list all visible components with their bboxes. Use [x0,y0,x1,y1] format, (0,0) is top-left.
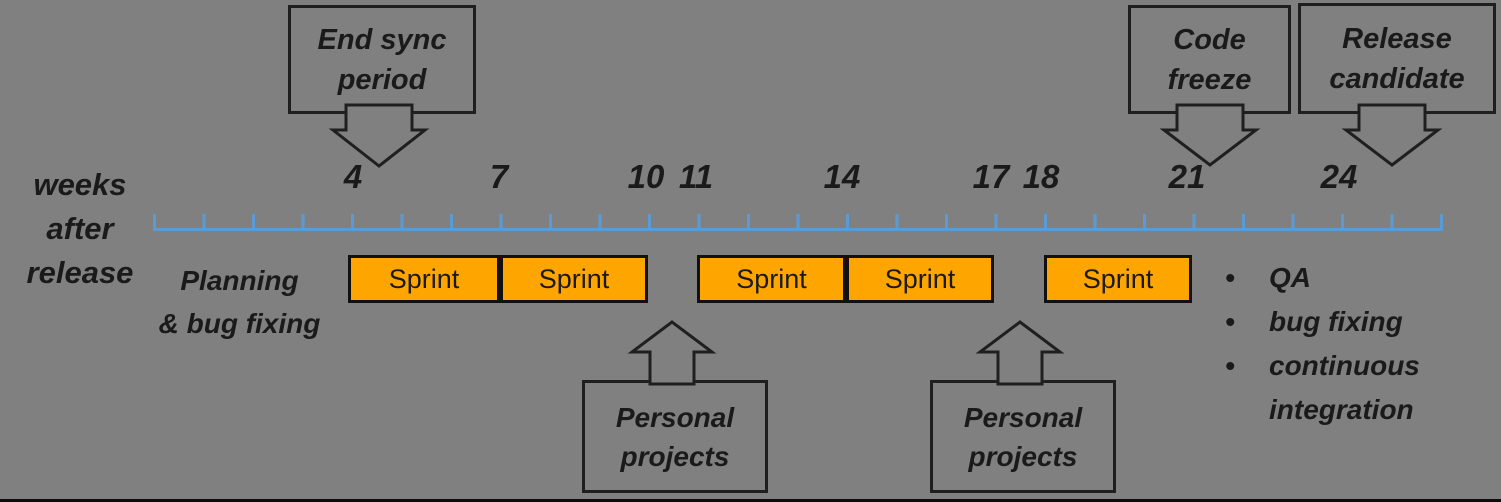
phase-label-line2: & bug fixing [158,308,321,339]
bullet-text-bug-fixing: bug fixing [1269,306,1403,337]
callout-release-candidate-line2: candidate [1329,62,1465,95]
sprint-4-label: Sprint [884,263,956,294]
personal-2-line1: Personal [963,401,1083,433]
bullet-item-qa: • QA [1213,256,1483,300]
sprint-3-label: Sprint [736,263,807,294]
axis-title-line2: after [46,211,114,246]
personal-1-line2: projects [620,440,730,472]
personal-projects-1-arrow-up-icon [627,320,717,386]
callout-end-sync-line1: End sync [317,23,447,56]
callout-code-freeze: Code freeze [1128,5,1291,114]
sprint-5-label: Sprint [1082,263,1154,294]
bullet-item-continuous-integration: • continuous integration [1213,344,1483,432]
week-label-18: 18 [1022,158,1060,195]
callout-end-sync-period: End sync period [288,5,476,114]
week-label-14: 14 [823,158,861,195]
bullet-dot-icon: • [1225,350,1235,381]
sprint-box-5: Sprint [1044,255,1192,303]
bullet-item-bug-fixing: • bug fixing [1213,300,1483,344]
bottom-border-line [0,499,1501,502]
code-freeze-arrow-down-icon [1159,103,1261,167]
week-label-7: 7 [489,158,509,195]
bullet-dot-icon: • [1225,306,1235,337]
sprint-box-4: Sprint [846,255,994,303]
sprint-box-2: Sprint [500,255,648,303]
phase-label-line1: Planning [180,265,299,296]
callout-code-freeze-line2: freeze [1167,63,1252,96]
bullet-dot-icon: • [1225,262,1235,293]
bullet-text-qa: QA [1269,262,1311,293]
week-label-4: 4 [343,158,363,195]
sprint-1-label: Sprint [388,263,460,294]
personal-2-line2: projects [968,440,1078,472]
sprint-2-label: Sprint [538,263,610,294]
callout-personal-projects-2: Personal projects [930,380,1116,493]
timeline-axis-line [153,228,1443,231]
release-candidate-arrow-down-icon [1341,103,1443,167]
phase-label-planning-bug-fixing: Planning & bug fixing [132,259,347,345]
timeline-ticks [153,214,1443,231]
personal-1-line1: Personal [615,401,735,433]
callout-personal-projects-1: Personal projects [582,380,768,493]
axis-title-line3: release [26,255,134,290]
callout-release-candidate-line1: Release [1342,22,1452,55]
callout-release-candidate: Release candidate [1298,3,1496,114]
callout-code-freeze-line1: Code [1173,23,1246,56]
callout-end-sync-line2: period [337,63,427,96]
end-sync-arrow-down-icon [328,103,430,168]
sprint-box-1: Sprint [348,255,500,303]
sprint-box-3: Sprint [697,255,846,303]
bullet-text-continuous-integration: continuous integration [1269,350,1420,425]
personal-projects-2-arrow-up-icon [975,320,1065,386]
axis-title-weeks-after-release: weeks after release [8,163,152,295]
week-label-21: 21 [1168,158,1206,195]
week-label-24: 24 [1320,158,1358,195]
end-phase-bullet-list: • QA • bug fixing • continuous integrati… [1213,256,1483,432]
axis-title-line1: weeks [33,167,127,202]
week-label-11: 11 [678,158,714,195]
week-label-10: 10 [627,158,665,195]
week-label-17: 17 [972,158,1010,195]
